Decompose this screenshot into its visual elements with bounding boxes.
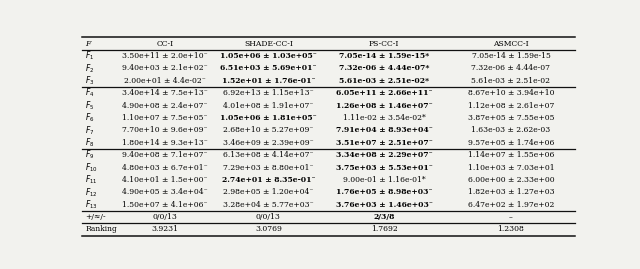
Text: 1.14e+07 ± 1.55e+06: 1.14e+07 ± 1.55e+06 bbox=[468, 151, 554, 159]
Text: 6.51e+03 ± 5.69e+01⁻: 6.51e+03 ± 5.69e+01⁻ bbox=[220, 65, 317, 72]
Text: 1.63e-03 ± 2.62e-03: 1.63e-03 ± 2.62e-03 bbox=[471, 126, 550, 134]
Text: PS-CC-I: PS-CC-I bbox=[369, 40, 399, 48]
Text: 0/0/13: 0/0/13 bbox=[152, 213, 177, 221]
Text: 2/3/8: 2/3/8 bbox=[374, 213, 395, 221]
Text: $F_9$: $F_9$ bbox=[86, 149, 95, 161]
Text: 1.80e+14 ± 9.3e+13⁻: 1.80e+14 ± 9.3e+13⁻ bbox=[122, 139, 208, 147]
Text: $F_3$: $F_3$ bbox=[86, 75, 95, 87]
Text: 2.00e+01 ± 4.4e-02⁻: 2.00e+01 ± 4.4e-02⁻ bbox=[124, 77, 206, 85]
Text: $F_{10}$: $F_{10}$ bbox=[86, 161, 99, 174]
Text: 4.10e+01 ± 1.5e+00⁻: 4.10e+01 ± 1.5e+00⁻ bbox=[122, 176, 208, 184]
Text: 3.87e+05 ± 7.55e+05: 3.87e+05 ± 7.55e+05 bbox=[468, 114, 554, 122]
Text: 1.10e+03 ± 7.03e+01: 1.10e+03 ± 7.03e+01 bbox=[468, 164, 554, 172]
Text: 6.00e+00 ± 2.33e+00: 6.00e+00 ± 2.33e+00 bbox=[468, 176, 554, 184]
Text: 2.74e+01 ± 8.35e-01⁻: 2.74e+01 ± 8.35e-01⁻ bbox=[221, 176, 315, 184]
Text: 1.11e-02 ± 3.54e-02*: 1.11e-02 ± 3.54e-02* bbox=[343, 114, 426, 122]
Text: 3.40e+14 ± 7.5e+13⁻: 3.40e+14 ± 7.5e+13⁻ bbox=[122, 89, 208, 97]
Text: 3.51e+07 ± 2.51e+07⁻: 3.51e+07 ± 2.51e+07⁻ bbox=[336, 139, 433, 147]
Text: +/≈/-: +/≈/- bbox=[86, 213, 106, 221]
Text: $F_7$: $F_7$ bbox=[86, 124, 95, 137]
Text: $F_4$: $F_4$ bbox=[86, 87, 95, 100]
Text: $F_6$: $F_6$ bbox=[86, 112, 95, 124]
Text: 2.68e+10 ± 5.27e+09⁻: 2.68e+10 ± 5.27e+09⁻ bbox=[223, 126, 314, 134]
Text: 1.50e+07 ± 4.1e+06⁻: 1.50e+07 ± 4.1e+06⁻ bbox=[122, 201, 208, 209]
Text: 7.05e-14 ± 1.59e-15*: 7.05e-14 ± 1.59e-15* bbox=[339, 52, 429, 60]
Text: 1.05e+06 ± 1.03e+05⁻: 1.05e+06 ± 1.03e+05⁻ bbox=[220, 52, 317, 60]
Text: 8.67e+10 ± 3.94e+10: 8.67e+10 ± 3.94e+10 bbox=[468, 89, 554, 97]
Text: $F_5$: $F_5$ bbox=[86, 99, 95, 112]
Text: SHADE-CC-I: SHADE-CC-I bbox=[244, 40, 293, 48]
Text: 9.57e+05 ± 1.74e+06: 9.57e+05 ± 1.74e+06 bbox=[468, 139, 554, 147]
Text: 1.76e+05 ± 8.98e+03⁻: 1.76e+05 ± 8.98e+03⁻ bbox=[336, 188, 433, 196]
Text: 7.32e-06 ± 4.44e-07*: 7.32e-06 ± 4.44e-07* bbox=[339, 65, 429, 72]
Text: 4.01e+08 ± 1.91e+07⁻: 4.01e+08 ± 1.91e+07⁻ bbox=[223, 102, 314, 109]
Text: 1.05e+06 ± 1.81e+05⁻: 1.05e+06 ± 1.81e+05⁻ bbox=[220, 114, 317, 122]
Text: 7.91e+04 ± 8.93e+04⁻: 7.91e+04 ± 8.93e+04⁻ bbox=[336, 126, 433, 134]
Text: 4.90e+08 ± 2.4e+07⁻: 4.90e+08 ± 2.4e+07⁻ bbox=[122, 102, 208, 109]
Text: 1.26e+08 ± 1.46e+07⁻: 1.26e+08 ± 1.46e+07⁻ bbox=[336, 102, 433, 109]
Text: –: – bbox=[509, 213, 513, 221]
Text: $F_{13}$: $F_{13}$ bbox=[86, 199, 99, 211]
Text: 3.0769: 3.0769 bbox=[255, 225, 282, 233]
Text: $F_{12}$: $F_{12}$ bbox=[86, 186, 98, 199]
Text: 5.61e-03 ± 2.51e-02*: 5.61e-03 ± 2.51e-02* bbox=[339, 77, 429, 85]
Text: 5.61e-03 ± 2.51e-02: 5.61e-03 ± 2.51e-02 bbox=[472, 77, 550, 85]
Text: 2.98e+05 ± 1.20e+04⁻: 2.98e+05 ± 1.20e+04⁻ bbox=[223, 188, 314, 196]
Text: $F_1$: $F_1$ bbox=[86, 50, 95, 62]
Text: $F_{11}$: $F_{11}$ bbox=[86, 174, 98, 186]
Text: $F_2$: $F_2$ bbox=[86, 62, 95, 75]
Text: Ranking: Ranking bbox=[86, 225, 117, 233]
Text: 7.05e-14 ± 1.59e-15: 7.05e-14 ± 1.59e-15 bbox=[472, 52, 550, 60]
Text: 7.32e-06 ± 4.44e-07: 7.32e-06 ± 4.44e-07 bbox=[472, 65, 550, 72]
Text: 3.76e+03 ± 1.46e+03⁻: 3.76e+03 ± 1.46e+03⁻ bbox=[336, 201, 433, 209]
Text: 9.00e-01 ± 1.16e-01*: 9.00e-01 ± 1.16e-01* bbox=[343, 176, 426, 184]
Text: 4.90e+05 ± 3.4e+04⁻: 4.90e+05 ± 3.4e+04⁻ bbox=[122, 188, 208, 196]
Text: 6.92e+13 ± 1.15e+13⁻: 6.92e+13 ± 1.15e+13⁻ bbox=[223, 89, 314, 97]
Text: 1.52e+01 ± 1.76e-01⁻: 1.52e+01 ± 1.76e-01⁻ bbox=[221, 77, 315, 85]
Text: 6.05e+11 ± 2.66e+11⁻: 6.05e+11 ± 2.66e+11⁻ bbox=[336, 89, 433, 97]
Text: 9.40e+08 ± 7.1e+07⁻: 9.40e+08 ± 7.1e+07⁻ bbox=[122, 151, 208, 159]
Text: 3.46e+09 ± 2.39e+09⁻: 3.46e+09 ± 2.39e+09⁻ bbox=[223, 139, 314, 147]
Text: 1.12e+08 ± 2.61e+07: 1.12e+08 ± 2.61e+07 bbox=[468, 102, 554, 109]
Text: 1.10e+07 ± 7.5e+05⁻: 1.10e+07 ± 7.5e+05⁻ bbox=[122, 114, 208, 122]
Text: 3.28e+04 ± 5.77e+03⁻: 3.28e+04 ± 5.77e+03⁻ bbox=[223, 201, 314, 209]
Text: 4.80e+03 ± 6.7e+01⁻: 4.80e+03 ± 6.7e+01⁻ bbox=[122, 164, 208, 172]
Text: CC-I: CC-I bbox=[156, 40, 173, 48]
Text: 9.40e+03 ± 2.1e+02⁻: 9.40e+03 ± 2.1e+02⁻ bbox=[122, 65, 208, 72]
Text: 7.29e+03 ± 8.80e+01⁻: 7.29e+03 ± 8.80e+01⁻ bbox=[223, 164, 314, 172]
Text: 1.2308: 1.2308 bbox=[497, 225, 524, 233]
Text: 3.9231: 3.9231 bbox=[152, 225, 179, 233]
Text: 1.82e+03 ± 1.27e+03: 1.82e+03 ± 1.27e+03 bbox=[468, 188, 554, 196]
Text: 3.34e+08 ± 2.29e+07⁻: 3.34e+08 ± 2.29e+07⁻ bbox=[336, 151, 433, 159]
Text: ASMCC-I: ASMCC-I bbox=[493, 40, 529, 48]
Text: F: F bbox=[86, 40, 91, 48]
Text: 3.75e+03 ± 5.53e+01⁻: 3.75e+03 ± 5.53e+01⁻ bbox=[336, 164, 433, 172]
Text: 0/0/13: 0/0/13 bbox=[256, 213, 281, 221]
Text: $F_8$: $F_8$ bbox=[86, 136, 95, 149]
Text: 6.47e+02 ± 1.97e+02: 6.47e+02 ± 1.97e+02 bbox=[468, 201, 554, 209]
Text: 3.50e+11 ± 2.0e+10⁻: 3.50e+11 ± 2.0e+10⁻ bbox=[122, 52, 208, 60]
Text: 6.13e+08 ± 4.14e+07⁻: 6.13e+08 ± 4.14e+07⁻ bbox=[223, 151, 314, 159]
Text: 7.70e+10 ± 9.6e+09⁻: 7.70e+10 ± 9.6e+09⁻ bbox=[122, 126, 208, 134]
Text: 1.7692: 1.7692 bbox=[371, 225, 397, 233]
